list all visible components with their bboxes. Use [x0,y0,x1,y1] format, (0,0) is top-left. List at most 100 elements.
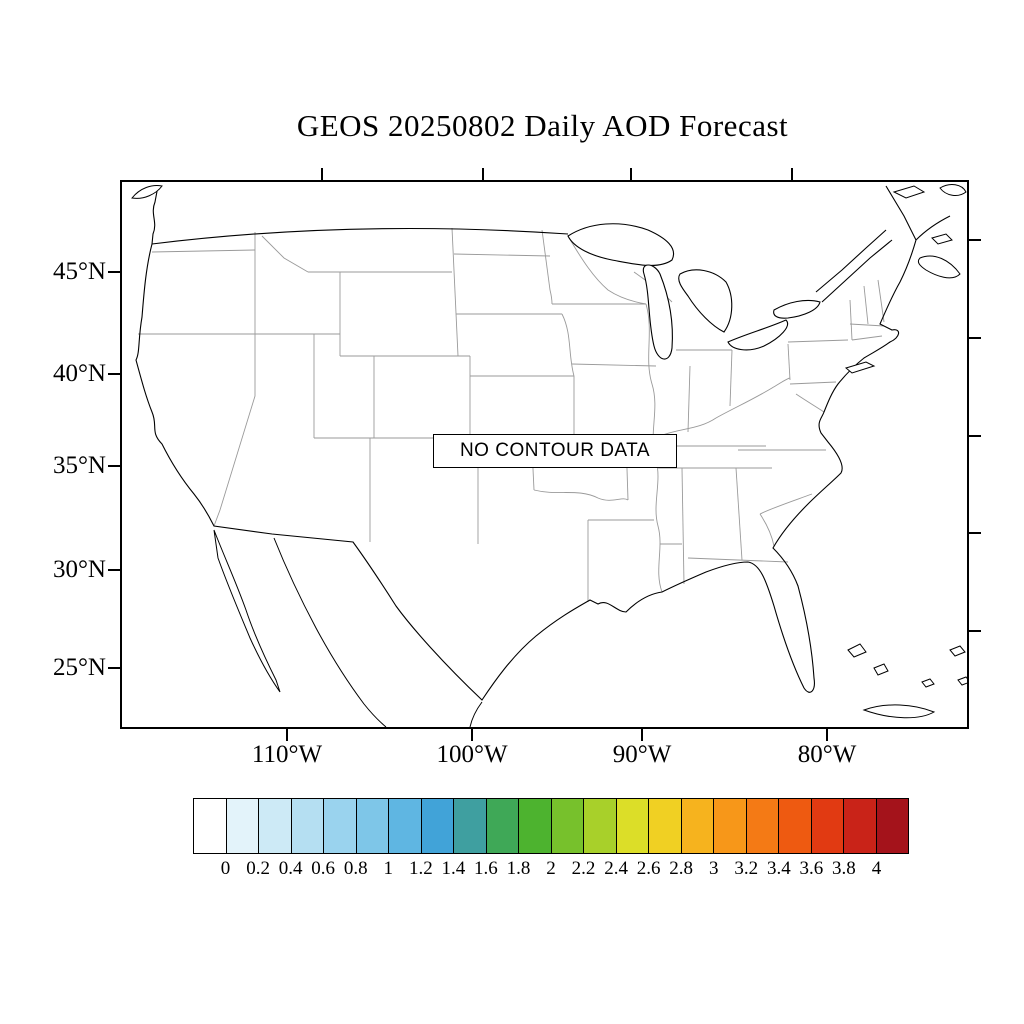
colorbar-cell [714,799,747,853]
colorbar-label: 2.6 [636,858,661,879]
colorbar-label: 1 [383,858,394,879]
lon-tick-top [630,168,632,180]
bahamas-island-5 [957,676,967,686]
st-lawrence-north-bank [815,229,887,293]
lon-tick [471,729,473,741]
colorbar-labels: 0 0.2 0.4 0.6 0.8 1 1.2 1.4 1.6 1.8 2 2.2 2.4 2.6 2.8 3… [193,858,909,888]
colorbar-label: 0.4 [278,858,303,879]
colorbar-cell [226,799,259,853]
great-lakes [567,223,821,360]
colorbar-label: 0.8 [343,858,368,879]
colorbar-cell [421,799,454,853]
lake-superior [567,223,674,266]
anticosti-island [892,185,926,199]
lon-label-90w: 90°W [612,741,672,768]
coastline [135,185,951,701]
canada-coast-ne [915,215,951,241]
colorbar-label: 1.8 [506,858,531,879]
no-contour-data-label: NO CONTOUR DATA [433,434,677,468]
colorbar-cell [259,799,292,853]
us-outline [135,185,917,701]
colorbar-label: 0 [220,858,231,879]
lat-tick-right [969,435,981,437]
colorbar-cell [194,799,227,853]
colorbar-label: 1.6 [474,858,498,879]
colorbar-cell [649,799,682,853]
colorbar-label: 3.2 [734,858,759,879]
colorbar: 0 0.2 0.4 0.6 0.8 1 1.2 1.4 1.6 1.8 2 2.2 2.4 2.6 2.8 3… [193,798,909,888]
lat-tick [108,569,120,571]
colorbar-cell [454,799,487,853]
us-map-svg [131,184,967,727]
colorbar-cells [193,798,909,854]
lon-tick [286,729,288,741]
lon-tick-top [321,168,323,180]
prince-edward-island [931,233,953,245]
bahamas-island-4 [949,645,966,657]
colorbar-label: 4 [871,858,882,879]
lake-huron [678,269,733,333]
newfoundland-corner [939,184,967,196]
state-borders [138,227,885,602]
colorbar-label: 3.6 [799,858,824,879]
bahamas-island-1 [847,643,867,658]
lat-label-40n: 40°N [52,360,106,387]
lat-tick [108,465,120,467]
colorbar-cell [844,799,877,853]
lon-tick [641,729,643,741]
plot-title: GEOS 20250802 Daily AOD Forecast [296,108,789,143]
lon-label-110w: 110°W [251,741,323,768]
vancouver-island [131,185,163,199]
colorbar-cell [486,799,519,853]
colorbar-label: 2.8 [669,858,694,879]
colorbar-cell [356,799,389,853]
mexico-west-coast [273,537,387,727]
colorbar-label: 1.4 [441,858,466,879]
lat-tick [108,271,120,273]
colorbar-label: 1.2 [408,858,433,879]
lat-label-35n: 35°N [52,452,106,479]
islands [131,184,967,719]
colorbar-cell [681,799,714,853]
baja-california [213,529,281,693]
mexico-coast [213,529,483,727]
lon-tick [826,729,828,741]
lake-ontario [773,299,821,319]
colorbar-label: 3.8 [832,858,856,879]
st-lawrence [821,239,893,303]
colorbar-label: 2.4 [604,858,628,879]
lat-tick [108,373,120,375]
colorbar-label: 3 [708,858,719,879]
colorbar-cell [779,799,812,853]
colorbar-label: 2.2 [571,858,596,879]
long-island [844,361,876,374]
lat-tick-right [969,337,981,339]
colorbar-cell [519,799,552,853]
colorbar-label: 0.6 [311,858,336,879]
colorbar-cell [811,799,844,853]
colorbar-cell [616,799,649,853]
lake-erie [727,319,788,351]
colorbar-cell [746,799,779,853]
colorbar-label: 0.2 [246,858,270,879]
colorbar-cell [876,799,908,853]
lat-label-30n: 30°N [52,556,106,583]
cuba [862,704,936,719]
lon-label-80w: 80°W [797,741,857,768]
lon-tick-top [482,168,484,180]
colorbar-cell [324,799,357,853]
lat-tick-right [969,630,981,632]
colorbar-label: 3.4 [766,858,791,879]
lat-tick-right [969,239,981,241]
lat-tick [108,667,120,669]
mexico-gulf-coast [469,701,483,727]
lat-tick-right [969,532,981,534]
nova-scotia [917,255,961,279]
lake-michigan [642,264,673,360]
bahamas-island-3 [921,678,935,688]
lon-label-100w: 100°W [436,741,508,768]
lat-label-45n: 45°N [52,258,106,285]
lat-label-25n: 25°N [52,654,106,681]
canada-border [151,228,569,245]
